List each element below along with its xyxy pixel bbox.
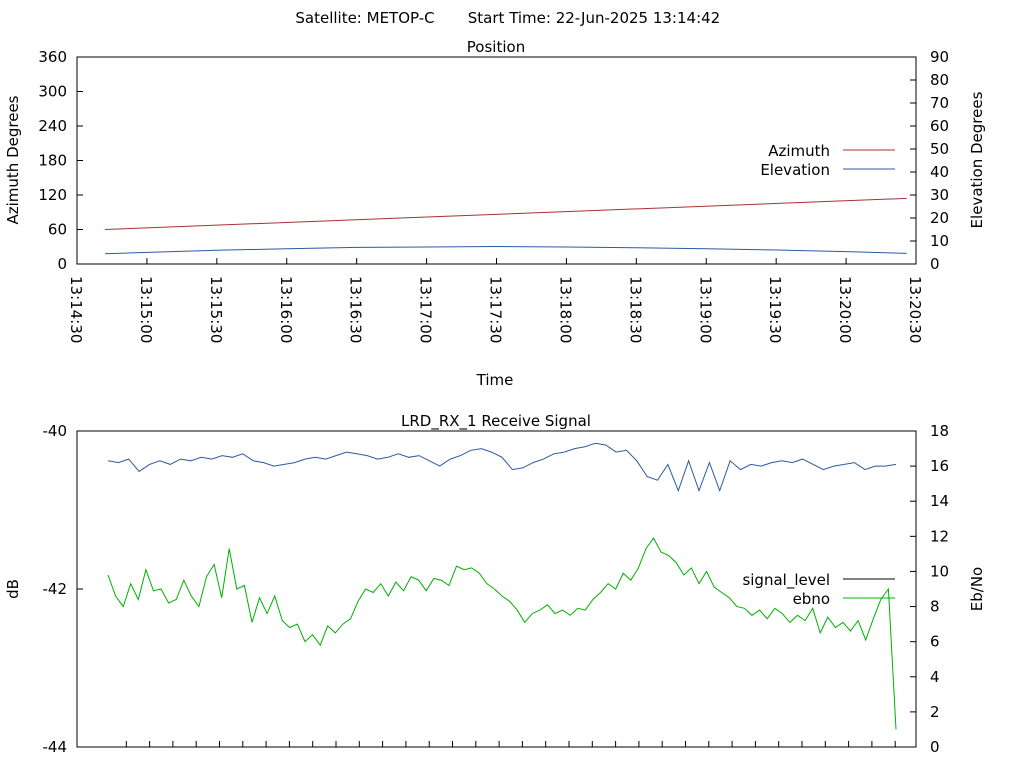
ebno-tick-label: 18 [930, 422, 949, 440]
satellite-label: Satellite: METOP-C [295, 9, 434, 27]
azimuth-tick-label: 360 [38, 48, 67, 66]
signal-chart-title: LRD_RX_1 Receive Signal [401, 412, 591, 431]
time-tick-label: 13:20:00 [836, 276, 854, 343]
position-chart: Position Azimuth Degrees Elevation Degre… [4, 38, 986, 389]
ebno-tick-label: 6 [930, 633, 940, 651]
ebno-tick-label: 4 [930, 668, 940, 686]
azimuth-tick-label: 60 [48, 221, 67, 239]
elevation-tick-label: 40 [930, 163, 949, 181]
ebno-axis-label: Eb/No [968, 567, 986, 611]
time-tick-label: 13:15:30 [207, 276, 225, 343]
elevation-tick-label: 30 [930, 186, 949, 204]
time-axis-label: Time [476, 371, 514, 389]
azimuth-tick-label: 180 [38, 152, 67, 170]
legend-ebno-label: ebno [793, 590, 830, 608]
elevation-tick-label: 90 [930, 48, 949, 66]
signal-plot-frame [76, 430, 917, 748]
time-tick-label: 13:16:30 [347, 276, 365, 343]
time-tick-label: 13:19:30 [766, 276, 784, 343]
ebno-tick-label: 12 [930, 527, 949, 545]
db-axis-label: dB [4, 579, 22, 599]
elevation-tick-label: 60 [930, 117, 949, 135]
elevation-tick-label: 80 [930, 71, 949, 89]
time-tick-label: 13:17:00 [417, 276, 435, 343]
elevation-tick-label: 20 [930, 209, 949, 227]
signal-axis-ticks: -40 -42 -44 0 2 4 6 8 10 12 14 16 18 [43, 422, 950, 756]
elevation-line [104, 245, 907, 255]
elevation-axis-label: Elevation Degrees [968, 91, 986, 228]
azimuth-axis-label: Azimuth Degrees [4, 95, 22, 224]
elevation-tick-label: 0 [930, 255, 940, 273]
legend-elevation-label: Elevation [760, 161, 830, 179]
time-tick-label: 13:15:00 [137, 276, 155, 343]
time-tick-label: 13:16:00 [277, 276, 295, 343]
time-tick-label: 13:18:30 [626, 276, 644, 343]
signal-legend: signal_level ebno [742, 571, 895, 608]
db-tick-label: -40 [43, 422, 68, 440]
azimuth-tick-label: 120 [38, 186, 67, 204]
ebno-tick-label: 10 [930, 562, 949, 580]
position-chart-title: Position [467, 38, 525, 56]
azimuth-tick-label: 0 [57, 255, 67, 273]
signal-chart: LRD_RX_1 Receive Signal dB Eb/No -40-42-… [4, 412, 986, 756]
start-time-label: Start Time: 22-Jun-2025 13:14:42 [468, 9, 720, 27]
elevation-tick-label: 10 [930, 232, 949, 250]
legend-azimuth-label: Azimuth [768, 142, 830, 160]
ebno-tick-label: 8 [930, 598, 940, 616]
elevation-tick-label: 70 [930, 94, 949, 112]
ebno-tick-label: 0 [930, 738, 940, 756]
position-series-lines [104, 197, 907, 255]
azimuth-tick-label: 300 [38, 83, 67, 101]
azimuth-tick-label: 240 [38, 117, 67, 135]
ebno-tick-label: 16 [930, 457, 949, 475]
time-tick-label: 13:17:30 [487, 276, 505, 343]
ebno-tick-label: 14 [930, 492, 949, 510]
position-legend: Azimuth Elevation [760, 142, 895, 179]
ebno-tick-label: 2 [930, 703, 940, 721]
elevation-tick-label: 50 [930, 140, 949, 158]
time-tick-label: 13:18:00 [556, 276, 574, 343]
ebno-green-line [107, 537, 897, 730]
time-tick-label: 13:20:30 [906, 276, 924, 343]
time-tick-label: 13:14:30 [67, 276, 85, 343]
time-tick-label: 13:19:00 [696, 276, 714, 343]
legend-signal-level-label: signal_level [742, 571, 830, 590]
db-tick-label: -44 [43, 738, 68, 756]
db-tick-label: -42 [43, 580, 68, 598]
azimuth-line [104, 197, 907, 230]
signal-series-lines [107, 442, 897, 730]
position-axis-ticks: 0 60 120 180 240 300 360 0 10 20 30 40 50 60 70 80 90 13:… [38, 48, 949, 343]
ebno-blue-line [107, 442, 897, 493]
